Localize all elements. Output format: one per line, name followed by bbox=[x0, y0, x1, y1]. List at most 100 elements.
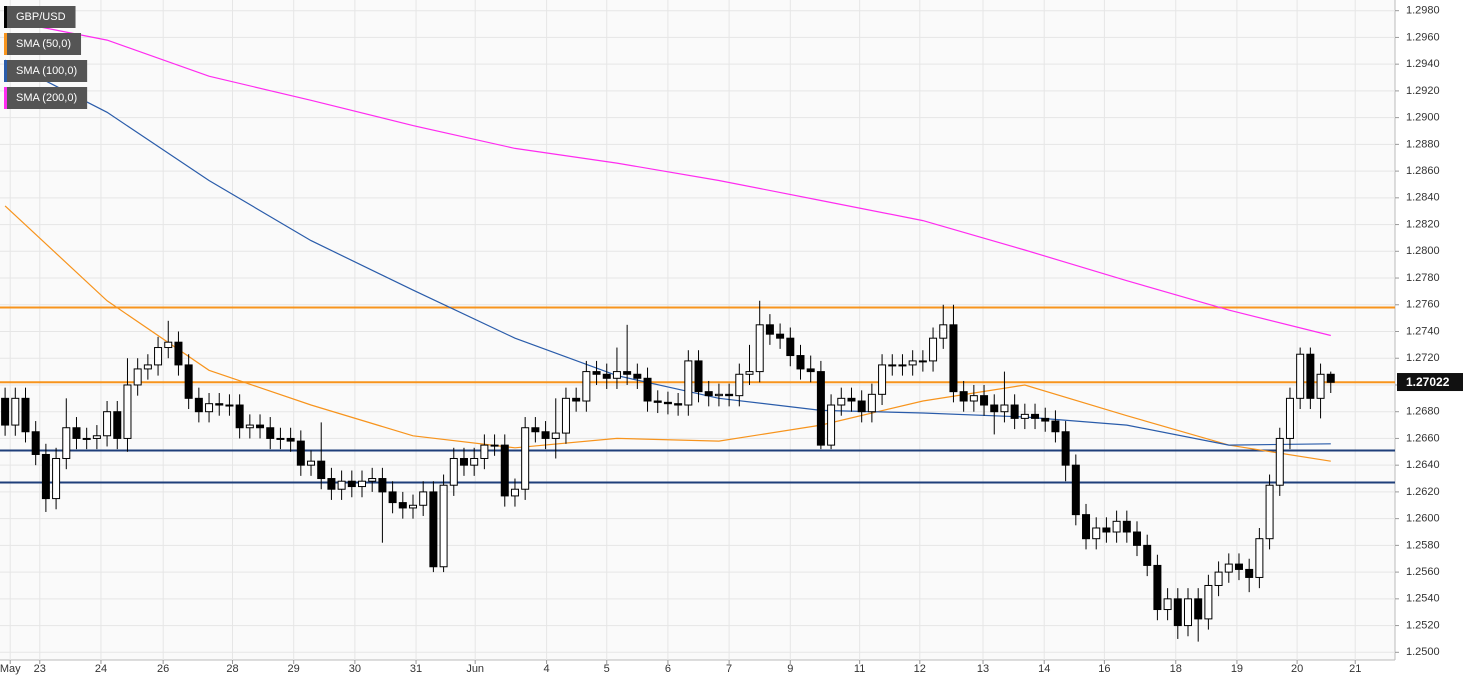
candle bbox=[307, 450, 316, 476]
candle bbox=[337, 470, 346, 500]
candle-body bbox=[633, 373, 642, 379]
candle bbox=[704, 380, 713, 407]
candle-body bbox=[1082, 514, 1091, 540]
y-tick-label: 1.2880 bbox=[1406, 138, 1440, 150]
candle-body bbox=[225, 404, 234, 407]
candle bbox=[755, 300, 764, 383]
y-tick-label: 1.2780 bbox=[1406, 272, 1440, 284]
candle bbox=[225, 394, 234, 416]
candle-body bbox=[286, 437, 295, 442]
candle bbox=[1112, 510, 1121, 543]
y-tick-label: 1.2840 bbox=[1406, 192, 1440, 204]
candle bbox=[1153, 554, 1162, 621]
candle-body bbox=[205, 403, 214, 413]
candle-body bbox=[1041, 417, 1050, 422]
candle-body bbox=[806, 368, 815, 373]
candle-body bbox=[949, 324, 958, 393]
candle-body bbox=[867, 393, 876, 413]
candle-body bbox=[674, 403, 683, 406]
candle bbox=[857, 390, 866, 423]
candle bbox=[429, 481, 438, 573]
y-tick-label: 1.2660 bbox=[1406, 432, 1440, 444]
candle-body bbox=[1071, 464, 1080, 516]
candle bbox=[154, 336, 163, 376]
legend-item: SMA (50,0) bbox=[4, 33, 82, 55]
candle-body bbox=[52, 457, 61, 500]
candle-body bbox=[317, 460, 326, 480]
candle bbox=[184, 354, 193, 410]
y-tick-label: 1.2560 bbox=[1406, 566, 1440, 578]
candle bbox=[72, 417, 81, 450]
candle bbox=[674, 392, 683, 416]
candle bbox=[480, 434, 489, 470]
candle-body bbox=[82, 437, 91, 440]
candle bbox=[867, 383, 876, 423]
candle-body bbox=[245, 424, 254, 429]
legend-box bbox=[4, 60, 88, 82]
candle-body bbox=[337, 480, 346, 490]
candle-body bbox=[327, 478, 336, 490]
candle bbox=[1306, 347, 1315, 410]
candle-body bbox=[276, 437, 285, 440]
y-tick-label: 1.2540 bbox=[1406, 593, 1440, 605]
candle bbox=[735, 363, 744, 407]
candle bbox=[796, 344, 805, 380]
candle-body bbox=[582, 371, 591, 402]
candle bbox=[1234, 553, 1243, 581]
x-tick-label: 21 bbox=[1349, 663, 1361, 675]
candle-body bbox=[918, 360, 927, 363]
candle-body bbox=[194, 397, 203, 413]
legend-label: SMA (100,0) bbox=[16, 65, 77, 77]
candle bbox=[521, 417, 530, 500]
candle-body bbox=[21, 397, 30, 433]
candle-body bbox=[510, 488, 519, 497]
candle bbox=[388, 481, 397, 514]
candle bbox=[551, 398, 560, 459]
y-tick-label: 1.2860 bbox=[1406, 165, 1440, 177]
candle-body bbox=[612, 371, 621, 379]
candle-body bbox=[368, 478, 377, 482]
candle bbox=[1102, 517, 1111, 543]
candle-body bbox=[602, 373, 611, 379]
candle-body bbox=[439, 484, 448, 568]
candle bbox=[1, 387, 10, 436]
candle bbox=[541, 421, 550, 450]
candle bbox=[1173, 588, 1182, 639]
candle-body bbox=[1133, 531, 1142, 546]
candle bbox=[1255, 527, 1264, 589]
candle-body bbox=[969, 395, 978, 402]
y-tick-label: 1.2620 bbox=[1406, 486, 1440, 498]
candle bbox=[500, 434, 509, 507]
candle-body bbox=[663, 401, 672, 405]
candle-body bbox=[1275, 437, 1284, 486]
y-tick-label: 1.2960 bbox=[1406, 31, 1440, 43]
x-tick-label: 23 bbox=[34, 663, 46, 675]
candle bbox=[215, 392, 224, 416]
candle bbox=[653, 390, 662, 414]
y-tick-label: 1.2920 bbox=[1406, 85, 1440, 97]
candle bbox=[266, 417, 275, 450]
candle-body bbox=[837, 397, 846, 406]
candle-body bbox=[745, 371, 754, 375]
price-tag-label: 1.27022 bbox=[1406, 375, 1450, 389]
candle-body bbox=[1061, 431, 1070, 466]
candle bbox=[286, 427, 295, 452]
candle-body bbox=[296, 440, 305, 466]
candle-body bbox=[1, 397, 10, 426]
legend-swatch bbox=[4, 87, 7, 109]
candle-body bbox=[755, 324, 764, 373]
candle-body bbox=[480, 444, 489, 459]
candle bbox=[663, 391, 672, 415]
candle bbox=[1194, 588, 1203, 642]
x-tick-label: 18 bbox=[1170, 663, 1182, 675]
candle-body bbox=[653, 400, 662, 403]
candle-body bbox=[847, 397, 856, 402]
candle bbox=[296, 430, 305, 476]
candle-body bbox=[1031, 413, 1040, 419]
candle bbox=[776, 323, 785, 349]
legend-item: SMA (100,0) bbox=[4, 60, 88, 82]
candle-body bbox=[1102, 527, 1111, 533]
legend-box bbox=[4, 87, 88, 109]
candle-body bbox=[572, 397, 581, 402]
candle-body bbox=[1234, 563, 1243, 570]
